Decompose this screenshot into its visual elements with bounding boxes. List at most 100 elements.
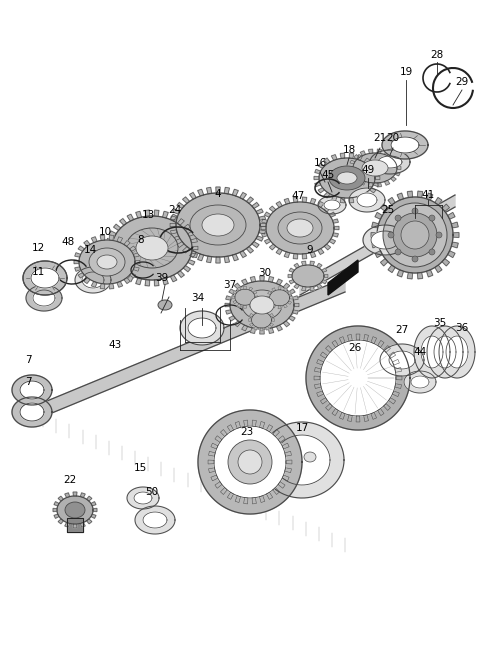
Polygon shape	[333, 219, 338, 223]
Polygon shape	[241, 325, 248, 331]
Ellipse shape	[202, 214, 234, 236]
Polygon shape	[253, 301, 257, 304]
Polygon shape	[364, 193, 370, 198]
Polygon shape	[289, 289, 295, 294]
Ellipse shape	[126, 228, 178, 268]
Ellipse shape	[304, 452, 316, 462]
Polygon shape	[117, 236, 122, 242]
Polygon shape	[288, 291, 291, 295]
Polygon shape	[173, 236, 180, 241]
Polygon shape	[268, 328, 274, 333]
Text: 19: 19	[399, 67, 413, 77]
Polygon shape	[269, 206, 276, 212]
Polygon shape	[154, 210, 159, 216]
Text: 7: 7	[24, 377, 31, 387]
Polygon shape	[80, 493, 85, 498]
Polygon shape	[109, 259, 116, 265]
Polygon shape	[381, 204, 388, 212]
Polygon shape	[324, 193, 330, 198]
Polygon shape	[375, 176, 380, 179]
Polygon shape	[382, 131, 428, 159]
Polygon shape	[82, 272, 104, 288]
Polygon shape	[301, 286, 306, 291]
Polygon shape	[265, 310, 269, 314]
Text: 48: 48	[61, 237, 74, 247]
Polygon shape	[224, 256, 229, 263]
Polygon shape	[364, 158, 370, 164]
Polygon shape	[408, 191, 412, 198]
Polygon shape	[349, 166, 353, 170]
Polygon shape	[58, 519, 63, 524]
Text: 14: 14	[84, 245, 96, 255]
Text: 28: 28	[431, 50, 444, 60]
Polygon shape	[57, 496, 93, 524]
Polygon shape	[435, 198, 442, 205]
Polygon shape	[370, 150, 410, 174]
Polygon shape	[357, 193, 377, 207]
Text: 9: 9	[307, 245, 313, 255]
Polygon shape	[124, 240, 130, 246]
Polygon shape	[270, 313, 274, 317]
Polygon shape	[334, 227, 339, 230]
Polygon shape	[260, 309, 263, 312]
Polygon shape	[268, 301, 272, 305]
Polygon shape	[292, 265, 324, 287]
Polygon shape	[395, 172, 400, 176]
Polygon shape	[20, 381, 44, 399]
Polygon shape	[264, 239, 271, 244]
Polygon shape	[284, 288, 288, 291]
Polygon shape	[294, 284, 300, 289]
Polygon shape	[453, 233, 459, 237]
Polygon shape	[293, 197, 298, 202]
Polygon shape	[408, 272, 412, 279]
Polygon shape	[318, 196, 346, 214]
Text: 7: 7	[24, 355, 31, 365]
Polygon shape	[259, 230, 265, 234]
Ellipse shape	[250, 296, 274, 314]
Polygon shape	[302, 197, 307, 202]
Polygon shape	[397, 166, 401, 170]
Polygon shape	[369, 183, 373, 187]
Polygon shape	[439, 326, 475, 378]
Polygon shape	[225, 303, 230, 307]
Polygon shape	[54, 514, 59, 518]
Polygon shape	[370, 163, 376, 168]
Polygon shape	[170, 230, 177, 234]
Ellipse shape	[242, 290, 282, 320]
Polygon shape	[65, 523, 70, 527]
Polygon shape	[262, 233, 267, 237]
Text: 10: 10	[98, 227, 111, 237]
Text: 15: 15	[133, 463, 146, 473]
Polygon shape	[272, 304, 276, 308]
Polygon shape	[310, 261, 314, 265]
Polygon shape	[349, 153, 354, 159]
Polygon shape	[198, 189, 204, 196]
Polygon shape	[260, 328, 263, 331]
Polygon shape	[254, 326, 258, 330]
Polygon shape	[418, 272, 423, 279]
Text: 21: 21	[373, 133, 386, 143]
Polygon shape	[65, 493, 70, 498]
Polygon shape	[224, 187, 229, 194]
Polygon shape	[176, 193, 260, 257]
Polygon shape	[306, 326, 410, 430]
Polygon shape	[190, 251, 196, 257]
Polygon shape	[75, 253, 81, 257]
Text: 44: 44	[413, 347, 427, 357]
Polygon shape	[283, 321, 289, 327]
Text: 11: 11	[31, 267, 45, 277]
Polygon shape	[183, 224, 191, 231]
Polygon shape	[243, 286, 246, 290]
Polygon shape	[276, 279, 282, 285]
Polygon shape	[448, 251, 455, 257]
Polygon shape	[256, 236, 263, 241]
Polygon shape	[317, 263, 322, 268]
Text: 12: 12	[31, 243, 45, 253]
Text: 18: 18	[342, 145, 356, 155]
Polygon shape	[289, 280, 294, 284]
Polygon shape	[272, 319, 275, 322]
Polygon shape	[284, 198, 290, 204]
Ellipse shape	[228, 440, 272, 484]
Polygon shape	[391, 155, 396, 159]
Polygon shape	[180, 311, 224, 345]
